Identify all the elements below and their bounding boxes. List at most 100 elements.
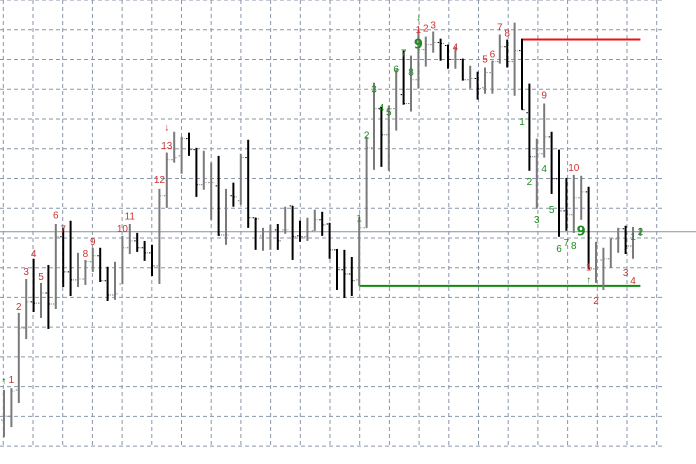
ohlc-bar: [297, 220, 303, 242]
ohlc-bar: [97, 247, 104, 282]
count-label: 7: [401, 49, 407, 60]
count-label: 8: [83, 249, 89, 260]
count-label: 5: [38, 272, 44, 283]
count-label: 8: [408, 68, 414, 79]
count-label: 3: [534, 215, 540, 226]
ohlc-bar: [341, 249, 348, 299]
ohlc-bar: [119, 235, 126, 285]
ohlc-bar: [75, 252, 81, 288]
ohlc-bar: [304, 217, 311, 241]
ohlc-bar: [260, 227, 266, 251]
ohlc-bar: [171, 131, 178, 163]
arrow-up-icon: ↑: [586, 275, 591, 286]
ohlc-bar: [496, 34, 503, 64]
count-label: 9: [541, 91, 547, 102]
ohlc-bar: [186, 132, 192, 156]
ohlc-bar: [363, 136, 370, 229]
ohlc-bar: [45, 265, 52, 329]
count-label: 6: [490, 50, 496, 61]
ohlc-bar: [615, 227, 622, 253]
ohlc-bar: [593, 241, 599, 283]
arrow-down-icon: ↓: [416, 13, 421, 24]
count-label: 2: [527, 177, 533, 188]
ohlc-bar: [600, 247, 607, 290]
count-label: 7: [564, 238, 570, 249]
ohlc-bar: [8, 388, 15, 428]
count-label: 1: [586, 262, 592, 273]
ohlc-bar: [393, 69, 400, 131]
arrow-down-icon: ↓: [164, 123, 169, 134]
ohlc-bar: [422, 36, 429, 67]
count-label: 4: [453, 43, 459, 54]
ohlc-bar: [252, 217, 259, 250]
ohlc-bar: [348, 256, 355, 296]
ohlc-bar: [156, 188, 163, 285]
ohlc-bar: [533, 138, 540, 209]
ohlc-bar: [52, 223, 59, 310]
ohlc-bar: [408, 55, 414, 112]
count-label: 9: [414, 38, 423, 53]
ohlc-bar: [15, 312, 22, 404]
ohlc-bar: [548, 131, 555, 194]
ohlc-bar: [526, 83, 533, 171]
ohlc-bar: [385, 105, 392, 171]
count-label: 1: [630, 232, 636, 243]
ohlc-bar: [134, 232, 141, 252]
count-label: 6: [556, 244, 562, 255]
ohlc-bar: [30, 258, 37, 313]
level-lines: [0, 38, 696, 287]
ohlc-bar: [585, 186, 592, 270]
ohlc-bar: [311, 209, 318, 232]
count-label: 7: [60, 225, 66, 236]
ohlc-bar: [23, 278, 30, 340]
ohlc-bar: [274, 223, 281, 250]
count-label: 10: [117, 224, 129, 235]
ohlc-bar: [452, 46, 459, 69]
ohlc-bar: [149, 244, 155, 277]
count-label: 1: [519, 117, 525, 128]
ohlc-bar: [445, 44, 451, 69]
ohlc-bar: [1, 389, 7, 438]
ohlc-bar: [622, 225, 629, 255]
count-label: 4: [630, 276, 636, 287]
ohlc-bar: [267, 224, 274, 250]
count-label: 13: [161, 141, 173, 152]
count-label: 6: [393, 65, 399, 76]
ohlc-bar: [215, 155, 222, 236]
ohlc-bar: [430, 31, 437, 53]
count-label: 10: [568, 163, 580, 174]
count-label: 3: [371, 85, 377, 96]
ohlc-bar: [556, 149, 562, 237]
count-label: 7: [497, 22, 503, 33]
count-label: 4: [379, 103, 385, 114]
count-label: 8: [504, 28, 510, 39]
ohlc-bars: [1, 22, 644, 438]
ohlc-bar: [459, 58, 466, 81]
ohlc-bar: [511, 22, 518, 96]
ohlc-bar: [245, 139, 252, 228]
ohlc-bar: [482, 67, 488, 94]
ohlc-bar: [89, 247, 96, 272]
ohlc-bar: [208, 162, 215, 220]
count-label: 4: [31, 249, 37, 260]
ohlc-bar: [519, 38, 525, 111]
count-label: 5: [386, 108, 392, 119]
count-label: 2: [593, 296, 599, 307]
ohlc-bar: [467, 65, 474, 89]
count-label: 1: [416, 25, 422, 36]
ohlc-bar: [104, 266, 111, 302]
ohlc-bar: [474, 71, 481, 100]
ohlc-bar: [607, 238, 614, 268]
count-label: 5: [482, 55, 488, 66]
count-label: 3: [430, 20, 436, 31]
ohlc-bar: [378, 106, 385, 167]
ohlc-bar: [504, 39, 511, 68]
ohlc-bar: [223, 188, 229, 245]
count-label: 9: [90, 237, 96, 248]
ohlc-bar: [334, 248, 340, 290]
ohlc-bar: [163, 152, 170, 208]
ohlc-bar: [67, 220, 74, 296]
count-label: 11: [125, 211, 136, 222]
ohlc-bar: [563, 177, 570, 231]
